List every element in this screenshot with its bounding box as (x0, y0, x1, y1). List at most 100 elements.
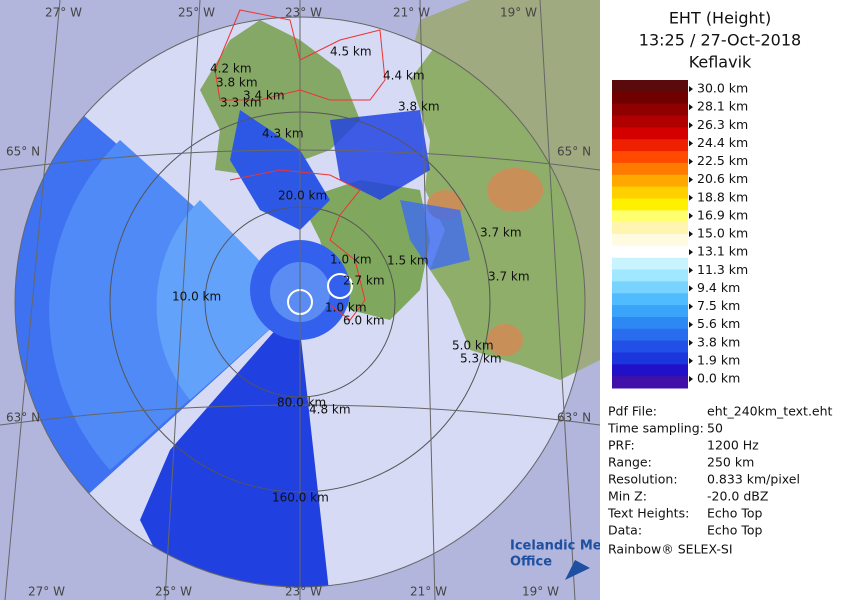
tick (689, 285, 693, 292)
legend-label: 15.0 km (697, 226, 748, 241)
colorbar-band (612, 186, 688, 199)
lon-label: 19° W (522, 585, 559, 599)
lon-label: 25° W (178, 6, 215, 20)
tick (689, 140, 693, 147)
lat-label: 63° N (6, 411, 40, 425)
legend-label: 22.5 km (697, 153, 748, 168)
colorbar-band (612, 103, 688, 117)
tick (689, 212, 693, 219)
legend-label: 18.8 km (697, 189, 748, 204)
colorbar-band (612, 162, 688, 176)
colorbar-band (612, 210, 688, 223)
range-label: 80.0 km (277, 396, 326, 410)
tick (689, 303, 693, 310)
legend-label: 9.4 km (697, 280, 740, 295)
legend-label: 0.0 km (697, 371, 740, 386)
echo-top-label: 3.7 km (480, 226, 522, 240)
info-value: eht_240km_text.eht (707, 404, 833, 419)
colorbar-band (612, 376, 688, 389)
tick (689, 267, 693, 274)
colorbar-band (612, 91, 688, 105)
legend-label: 5.6 km (697, 316, 740, 331)
echo-top-label: 5.3 km (460, 352, 502, 366)
lon-label: 19° W (500, 6, 537, 20)
info-key: Data: (608, 523, 642, 538)
colorbar-band (612, 305, 688, 318)
info-key: Min Z: (608, 489, 647, 504)
lat-label: 65° N (557, 145, 591, 159)
echo-top-label: 3.8 km (216, 76, 258, 90)
echo-top-label: 4.8 km (309, 403, 351, 417)
info-value: 1200 Hz (707, 438, 759, 453)
legend-label: 30.0 km (697, 81, 748, 96)
echo-top-label: 6.0 km (343, 314, 385, 328)
time: 13:25 / 27-Oct-2018 (639, 31, 801, 50)
legend-label: 26.3 km (697, 117, 748, 132)
lon-label: 25° W (155, 585, 192, 599)
tick (689, 357, 693, 364)
tick (689, 339, 693, 346)
legend-label: 7.5 km (697, 298, 740, 313)
info-value: 50 (707, 421, 723, 436)
colorbar-band (612, 316, 688, 330)
footer: Rainbow® SELEX-SI (608, 542, 733, 557)
colorbar-band (612, 174, 688, 188)
echo-top-label: 10.0 km (172, 290, 221, 304)
lat-label: 65° N (6, 145, 40, 159)
info-value: Echo Top (707, 506, 762, 521)
tick (689, 176, 693, 183)
info-key: Text Heights: (607, 506, 689, 521)
echo-top-label: 3.7 km (488, 270, 530, 284)
colorbar-band (612, 352, 688, 365)
tick (689, 231, 693, 237)
tick (689, 249, 693, 256)
echo-top-label: 4.2 km (210, 62, 252, 76)
tick (689, 321, 693, 328)
colorbar-band (612, 293, 688, 306)
echo-top-label: 5.0 km (452, 339, 494, 353)
colorbar-band (612, 281, 688, 294)
tick (689, 376, 693, 382)
colorbar-band (612, 80, 688, 93)
legend-label: 28.1 km (697, 99, 748, 114)
echo-top-label: 1.5 km (387, 254, 429, 268)
range-label: 160.0 km (272, 491, 329, 505)
info-value: Echo Top (707, 523, 762, 538)
logo-text: Office (510, 555, 552, 570)
legend-label: 16.9 km (697, 207, 748, 222)
side-panel: EHT (Height) 13:25 / 27-Oct-2018 Keflavi… (607, 9, 833, 557)
lon-label: 27° W (45, 6, 82, 20)
info-key: Range: (608, 455, 652, 470)
colorbar-band (612, 364, 688, 377)
station: Keflavik (689, 53, 752, 72)
echo-top-label: 4.4 km (383, 69, 425, 83)
title: EHT (Height) (669, 9, 771, 28)
legend-label: 13.1 km (697, 244, 748, 259)
echo-top-label: 3.8 km (398, 100, 440, 114)
colorbar-band (612, 198, 688, 211)
lon-label: 21° W (393, 6, 430, 20)
legend-label: 1.9 km (697, 352, 740, 367)
echo-top-label: 1.0 km (330, 253, 372, 267)
colorbar-band (612, 151, 688, 164)
info-value: 0.833 km/pixel (707, 472, 800, 487)
colorbar-band (612, 245, 688, 259)
tick (689, 104, 693, 111)
colorbar-band (612, 340, 688, 353)
colorbar-band (612, 139, 688, 152)
info-key: Pdf File: (608, 404, 657, 419)
lon-label: 23° W (285, 585, 322, 599)
tick (689, 122, 693, 129)
echo-top-label: 4.5 km (330, 45, 372, 59)
echo-top-label: 3.3 km (220, 96, 262, 110)
legend-label: 3.8 km (697, 334, 740, 349)
echo-top-label: 4.3 km (262, 127, 304, 141)
colorbar-band (612, 328, 688, 342)
legend-label: 20.6 km (697, 171, 748, 186)
colorbar-band (612, 234, 688, 247)
info-key: PRF: (608, 438, 635, 453)
lon-label: 21° W (410, 585, 447, 599)
info-value: 250 km (707, 455, 754, 470)
colorbar-band (612, 257, 688, 271)
map: 27° W 25° W 23° W 21° W 19° W 27° W 25° … (0, 0, 600, 600)
